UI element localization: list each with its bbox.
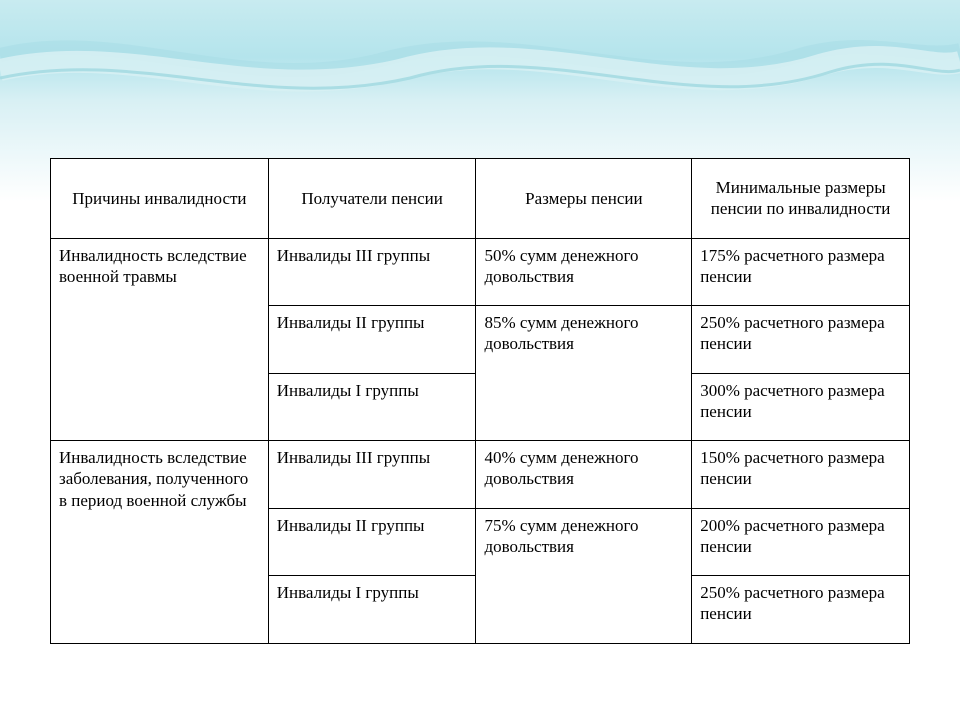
table-row: Инвалидность вследствие военной травмы И… [51, 238, 910, 306]
table-row: Инвалидность вследствие заболевания, пол… [51, 441, 910, 509]
cell-amount: 85% сумм денежного довольствия [476, 306, 692, 441]
cell-minimum: 300% расчетного размера пенсии [692, 373, 910, 441]
cell-minimum: 175% расчетного размера пенсии [692, 238, 910, 306]
cell-amount: 75% сумм денежного довольствия [476, 508, 692, 643]
col-header-minimum: Минимальные размеры пенсии по инвалиднос… [692, 159, 910, 239]
cell-recipient: Инвалиды III группы [268, 238, 476, 306]
wave-decoration [0, 0, 960, 140]
col-header-cause: Причины инвалидности [51, 159, 269, 239]
cell-minimum: 150% расчетного размера пенсии [692, 441, 910, 509]
cell-recipient: Инвалиды I группы [268, 576, 476, 644]
cell-minimum: 200% расчетного размера пенсии [692, 508, 910, 576]
table-header-row: Причины инвалидности Получатели пенсии Р… [51, 159, 910, 239]
cell-amount: 50% сумм денежного довольствия [476, 238, 692, 306]
cell-recipient: Инвалиды II группы [268, 508, 476, 576]
cell-amount: 40% сумм денежного довольствия [476, 441, 692, 509]
cell-recipient: Инвалиды I группы [268, 373, 476, 441]
cell-recipient: Инвалиды III группы [268, 441, 476, 509]
cell-minimum: 250% расчетного размера пенсии [692, 306, 910, 374]
cell-recipient: Инвалиды II группы [268, 306, 476, 374]
pension-table: Причины инвалидности Получатели пенсии Р… [50, 158, 910, 644]
col-header-recipient: Получатели пенсии [268, 159, 476, 239]
slide: Причины инвалидности Получатели пенсии Р… [0, 0, 960, 720]
cell-cause: Инвалидность вследствие военной травмы [51, 238, 269, 441]
cell-minimum: 250% расчетного размера пенсии [692, 576, 910, 644]
cell-cause: Инвалидность вследствие заболевания, пол… [51, 441, 269, 644]
col-header-amount: Размеры пенсии [476, 159, 692, 239]
